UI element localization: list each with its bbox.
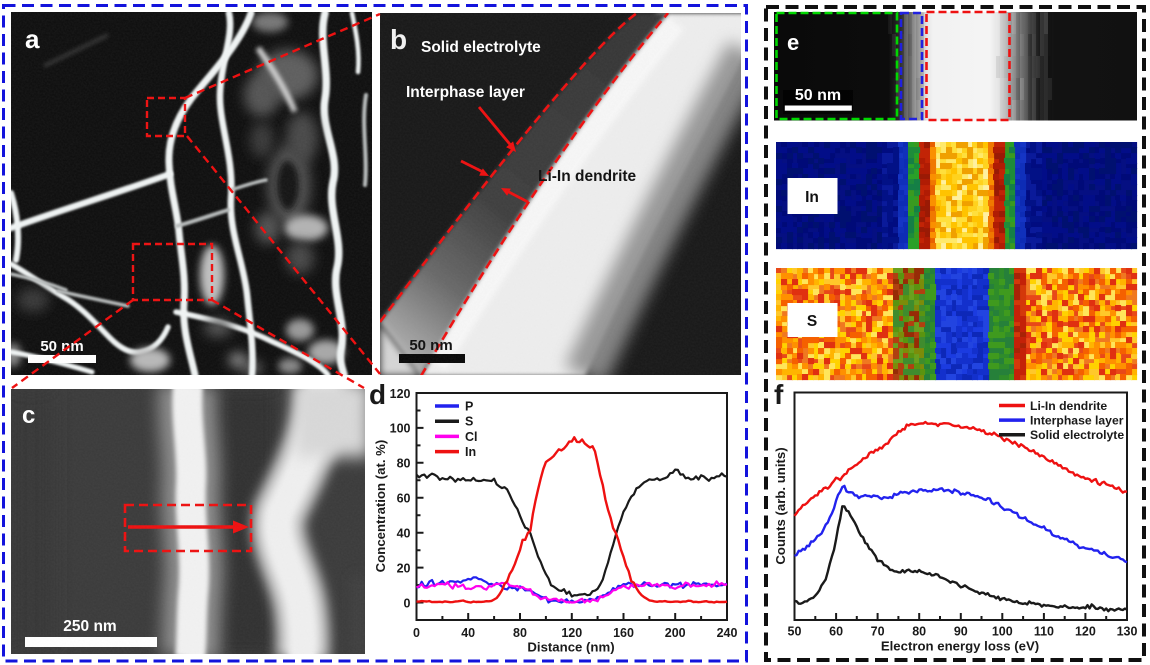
svg-text:100: 100 — [390, 422, 411, 436]
svg-text:90: 90 — [954, 625, 968, 639]
svg-text:120: 120 — [390, 387, 411, 401]
svg-text:100: 100 — [992, 625, 1013, 639]
svg-text:Li-In dendrite: Li-In dendrite — [1030, 399, 1107, 413]
svg-text:S: S — [807, 313, 817, 330]
svg-text:160: 160 — [613, 626, 634, 640]
svg-text:d: d — [369, 379, 386, 410]
svg-text:S: S — [465, 415, 473, 429]
svg-text:Electron energy loss (eV): Electron energy loss (eV) — [881, 639, 1039, 654]
svg-text:e: e — [787, 30, 799, 55]
svg-text:f: f — [774, 379, 784, 410]
svg-text:80: 80 — [397, 457, 411, 471]
svg-text:120: 120 — [1075, 625, 1096, 639]
svg-text:40: 40 — [461, 626, 475, 640]
svg-text:60: 60 — [829, 625, 843, 639]
svg-text:50: 50 — [788, 625, 802, 639]
svg-text:Solid electrolyte: Solid electrolyte — [1030, 428, 1124, 442]
svg-text:70: 70 — [871, 625, 885, 639]
svg-text:Concentration (at. %): Concentration (at. %) — [373, 440, 388, 573]
svg-text:0: 0 — [413, 626, 420, 640]
svg-text:110: 110 — [1034, 625, 1054, 639]
svg-text:80: 80 — [513, 626, 527, 640]
svg-text:Interphase layer: Interphase layer — [1030, 413, 1124, 427]
svg-text:Distance (nm): Distance (nm) — [527, 640, 614, 655]
svg-text:In: In — [465, 445, 476, 459]
svg-text:80: 80 — [912, 625, 926, 639]
svg-text:60: 60 — [397, 492, 411, 506]
svg-text:50 nm: 50 nm — [795, 87, 841, 104]
svg-text:P: P — [465, 400, 473, 414]
svg-text:In: In — [805, 189, 819, 206]
svg-text:240: 240 — [717, 626, 738, 640]
svg-text:0: 0 — [404, 596, 411, 610]
svg-text:120: 120 — [561, 626, 582, 640]
svg-text:Cl: Cl — [465, 430, 478, 444]
svg-text:40: 40 — [397, 527, 411, 541]
svg-text:130: 130 — [1117, 625, 1138, 639]
svg-text:20: 20 — [397, 561, 411, 575]
svg-text:Counts (arb. units): Counts (arb. units) — [773, 447, 788, 564]
svg-text:200: 200 — [665, 626, 686, 640]
